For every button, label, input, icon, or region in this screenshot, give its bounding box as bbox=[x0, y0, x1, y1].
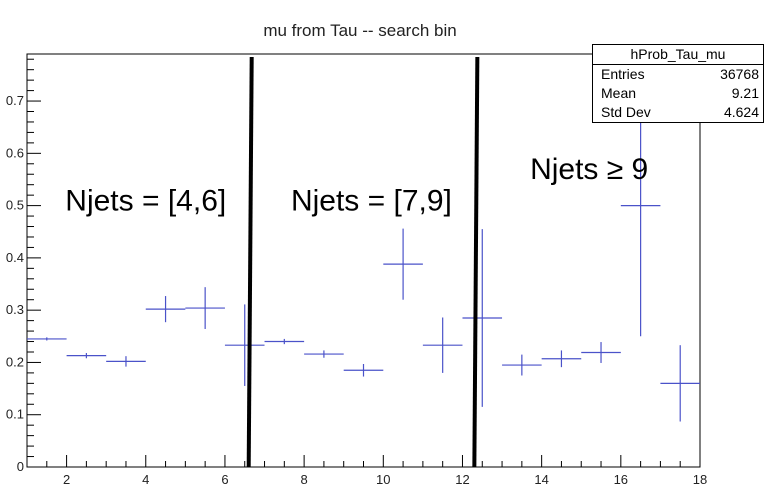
x-tick-label: 2 bbox=[63, 472, 70, 487]
stats-box-name: hProb_Tau_mu bbox=[593, 45, 763, 65]
data-point bbox=[106, 356, 146, 367]
data-point bbox=[422, 317, 463, 373]
data-point bbox=[581, 342, 621, 363]
data-point bbox=[304, 350, 344, 358]
y-tick-label: 0 bbox=[17, 459, 24, 474]
data-point bbox=[383, 228, 423, 300]
data-point bbox=[462, 229, 503, 407]
y-tick-label: 0.5 bbox=[6, 198, 24, 213]
x-tick-label: 4 bbox=[142, 472, 149, 487]
y-tick-label: 0.6 bbox=[6, 145, 24, 160]
y-tick-label: 0.3 bbox=[6, 302, 24, 317]
data-point bbox=[264, 338, 305, 345]
x-tick-label: 8 bbox=[301, 472, 308, 487]
data-point bbox=[27, 337, 67, 341]
data-point bbox=[224, 304, 265, 386]
njets-annotation: Njets = [4,6] bbox=[65, 184, 226, 217]
data-point bbox=[185, 287, 225, 329]
njets-annotation: Njets ≥ 9 bbox=[530, 153, 648, 186]
stats-box: hProb_Tau_mu Entries 36768 Mean 9.21 Std… bbox=[592, 44, 764, 123]
x-tick-label: 18 bbox=[693, 472, 707, 487]
data-point bbox=[343, 364, 384, 377]
x-tick-label: 12 bbox=[455, 472, 469, 487]
x-tick-label: 6 bbox=[221, 472, 228, 487]
y-tick-label: 0.1 bbox=[6, 407, 24, 422]
y-tick-label: 0.2 bbox=[6, 354, 24, 369]
data-point bbox=[145, 296, 186, 323]
njets-divider-line bbox=[246, 56, 254, 468]
stats-value-entries: 36768 bbox=[720, 66, 759, 82]
data-point bbox=[66, 353, 107, 359]
y-tick-label: 0.7 bbox=[6, 93, 24, 108]
y-tick-label: 0.4 bbox=[6, 250, 24, 265]
x-tick-label: 16 bbox=[614, 472, 628, 487]
stats-label-entries: Entries bbox=[601, 66, 645, 82]
stats-value-mean: 9.21 bbox=[731, 85, 759, 101]
data-point bbox=[541, 350, 582, 368]
data-point bbox=[660, 345, 700, 422]
stats-label-std-dev: Std Dev bbox=[601, 104, 651, 120]
stats-row-entries: Entries 36768 bbox=[593, 65, 763, 84]
njets-annotation: Njets = [7,9] bbox=[291, 184, 452, 217]
stats-row-mean: Mean 9.21 bbox=[593, 84, 763, 103]
stats-row-std-dev: Std Dev 4.624 bbox=[593, 103, 763, 122]
data-point bbox=[502, 354, 542, 376]
x-tick-label: 14 bbox=[534, 472, 548, 487]
stats-label-mean: Mean bbox=[601, 85, 637, 101]
chart-title: mu from Tau -- search bin bbox=[263, 21, 456, 40]
x-tick-label: 10 bbox=[376, 472, 390, 487]
njets-divider-line bbox=[472, 56, 480, 468]
stats-value-std-dev: 4.624 bbox=[723, 104, 759, 120]
